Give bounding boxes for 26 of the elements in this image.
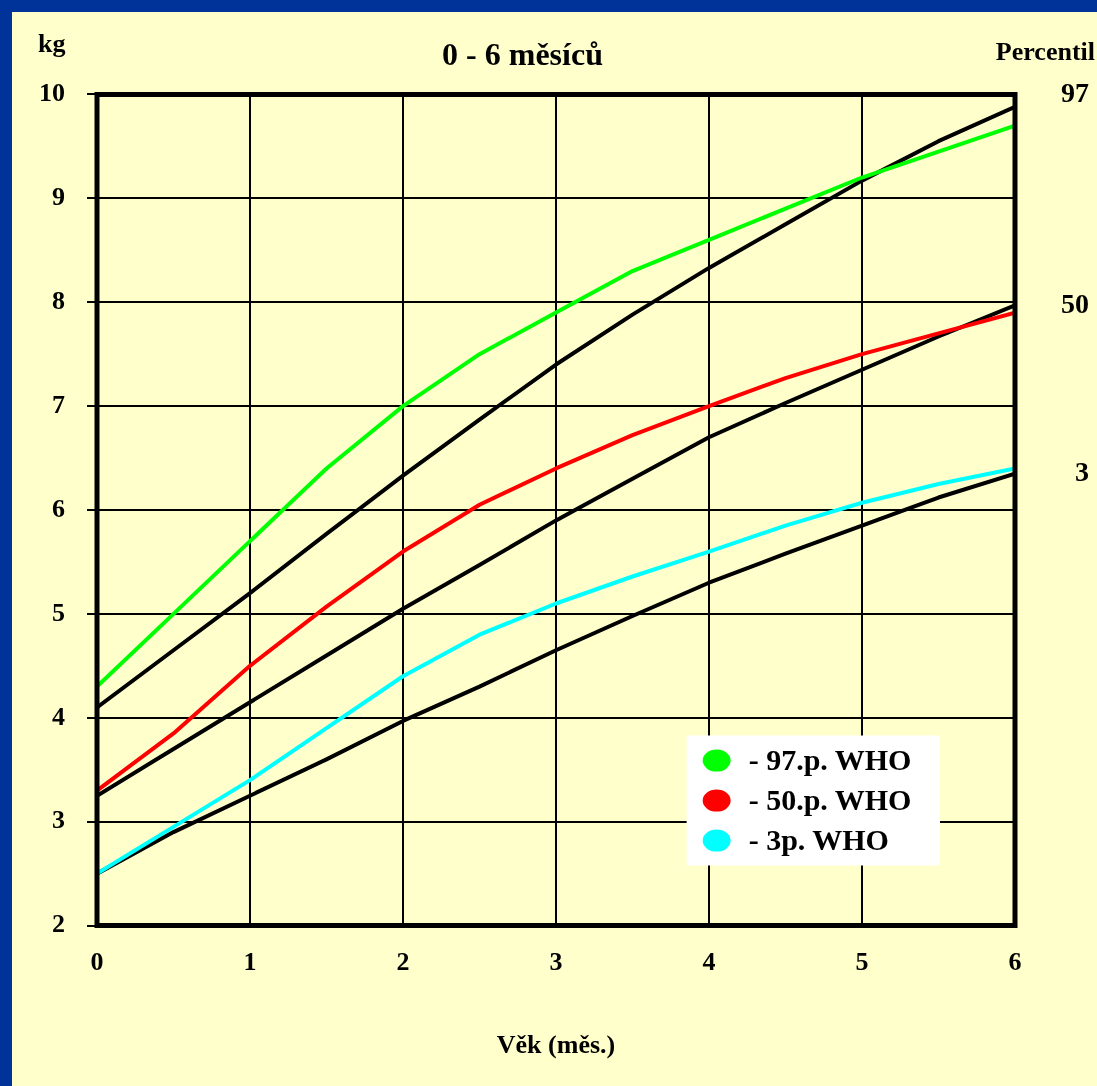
series-label: 97 [1061,77,1089,109]
series-label: 50 [1061,287,1089,319]
y-tick-label: 8 [52,285,65,315]
y-tick-label: 7 [52,389,65,419]
legend-label: - 97.p. WHO [748,743,912,777]
y-tick-label: 10 [39,78,65,108]
x-tick-label: 4 [702,946,716,976]
x-axis-title: Věk (měs.) [496,1030,616,1060]
x-tick-label: 3 [549,946,563,976]
y-tick-label: 6 [52,493,65,523]
legend-label: - 3p. WHO [748,823,889,857]
x-tick-label: 6 [1008,946,1022,976]
x-tick-label: 5 [855,946,869,976]
chart-title: 0 - 6 měsíců [442,36,603,73]
y-tick-label: 2 [52,909,65,939]
text: 3 [1075,455,1089,487]
y-tick-label: 3 [52,805,65,835]
text: Percentil [995,37,1095,66]
legend-label: - 50.p. WHO [748,783,912,817]
y-tick-label: 9 [52,182,65,212]
x-tick-label: 2 [396,946,410,976]
x-tick-label: 0 [90,946,104,976]
y-tick-label: 4 [52,701,65,731]
y-tick-label: 5 [52,597,65,627]
y-axis-title: kg [38,29,66,58]
x-tick-label: 1 [243,946,257,976]
